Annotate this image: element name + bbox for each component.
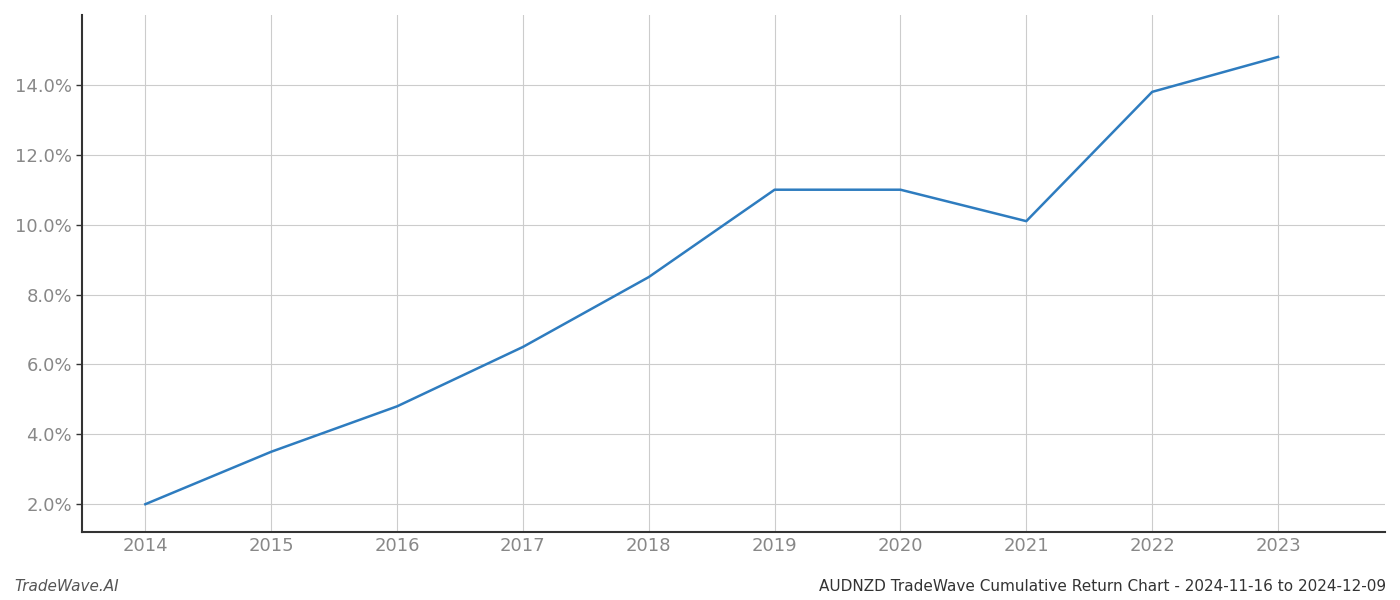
Text: TradeWave.AI: TradeWave.AI [14, 579, 119, 594]
Text: AUDNZD TradeWave Cumulative Return Chart - 2024-11-16 to 2024-12-09: AUDNZD TradeWave Cumulative Return Chart… [819, 579, 1386, 594]
